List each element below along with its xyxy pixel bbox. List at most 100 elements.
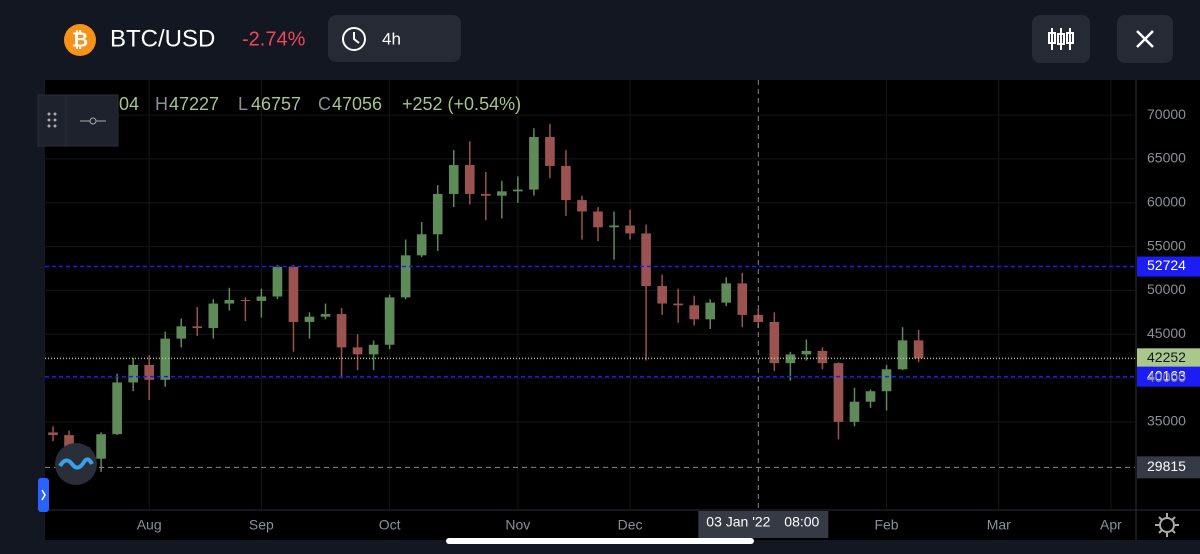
price-label: 40163 [1147,367,1186,383]
candle-body [208,303,219,329]
readout-low: 46757 [251,94,301,114]
candle-body [160,338,171,380]
candle-body [625,225,635,234]
interval-button[interactable] [328,15,461,62]
candle-body [593,211,603,228]
y-tick-label: 50000 [1147,281,1186,297]
candle-body [801,350,812,355]
readout-open: 04 [119,94,139,114]
price-label-box [1137,256,1200,277]
settings-icon[interactable] [1159,517,1175,533]
coin-icon [64,24,96,56]
candle-body [64,435,74,448]
readout-label: C [318,94,331,114]
crosshair-time: 08:00 [784,514,819,530]
candle-body [513,189,523,192]
candle-body [240,300,251,302]
candle-body [288,266,299,322]
candle-body [400,255,411,298]
x-tick-label: Sep [249,517,274,533]
candle-body [769,321,780,364]
logo-wave [58,457,94,470]
candle-body [256,296,267,301]
y-tick-label: 65000 [1147,150,1186,166]
plot-area [45,80,1135,540]
candle-body [448,165,459,194]
candle-body [320,314,331,317]
candle-body [112,382,122,435]
y-tick-label: 70000 [1147,106,1186,122]
candle-body [529,136,539,190]
close-icon [1136,30,1154,48]
clock-icon [342,27,366,51]
overlay: 52724 42252 40163 29815 03 Jan '22 08:00 [45,80,1200,538]
crosshair-price: 29815 [1147,458,1186,474]
candle-body [464,165,475,194]
candle-body [609,225,619,228]
x-tick-label: Mar [987,517,1011,533]
price-label-box [1137,366,1200,387]
candle-body [881,369,892,392]
price-label: 52724 [1147,257,1186,273]
x-tick-label: Dec [618,517,643,533]
price-label-box [1137,348,1200,369]
candle-body [577,200,587,212]
crosshair-price-box [1137,456,1200,479]
clock-hands [353,32,360,44]
y-tick-label: 60000 [1147,193,1186,209]
candle-body [336,314,347,348]
candle-body [272,266,283,297]
y-tick-label: 55000 [1147,237,1186,253]
readout-label: H [155,94,168,114]
logo[interactable] [55,443,97,485]
interval[interactable]: 4h [382,29,401,48]
candle-body [192,326,203,329]
y-tick-label: 45000 [1147,325,1186,341]
grid [45,80,1135,510]
candle-body [497,191,507,196]
candle-body [481,193,491,196]
side-tab[interactable] [38,478,49,512]
candle-body [416,234,427,256]
y-tick-label: 40000 [1147,369,1186,385]
candle-body [737,283,748,315]
candle-body [176,326,187,339]
readout-close: 47056 [332,94,382,114]
readout-high: 47227 [169,94,219,114]
candle-body [785,354,796,364]
candle-body [224,300,235,304]
home-indicator [446,538,754,544]
candle-body [304,316,315,322]
candles [48,123,924,472]
candle-body [721,283,732,303]
candle-body [432,193,443,235]
x-tick-label: Oct [379,517,401,533]
candle-body [849,401,860,422]
coin-glyph: ₿ [72,29,88,51]
change: -2.74% [242,28,306,50]
candle-body [657,286,667,304]
candle-body [865,391,876,402]
settings-teeth [1155,513,1179,537]
x-tick-label: Nov [505,517,530,533]
candle-body [384,297,395,345]
candle-body [833,363,844,422]
candle-body [817,350,828,364]
crosshair-date: 03 Jan '22 [706,514,770,530]
candle-body [545,136,555,166]
drag-handle [47,112,57,128]
side-tab-arrow [41,489,46,501]
candle-body [128,364,138,383]
symbol[interactable]: BTC/USD [110,25,215,52]
candle-body [368,344,379,355]
price-label: 42252 [1147,349,1186,365]
x-tick-label: Apr [1100,517,1122,533]
candle-body [913,340,924,359]
candle-body [144,364,154,380]
candle-body [96,434,106,459]
candle-body [641,233,651,287]
candle-body [689,305,699,320]
x-tick-label: Feb [874,517,898,533]
